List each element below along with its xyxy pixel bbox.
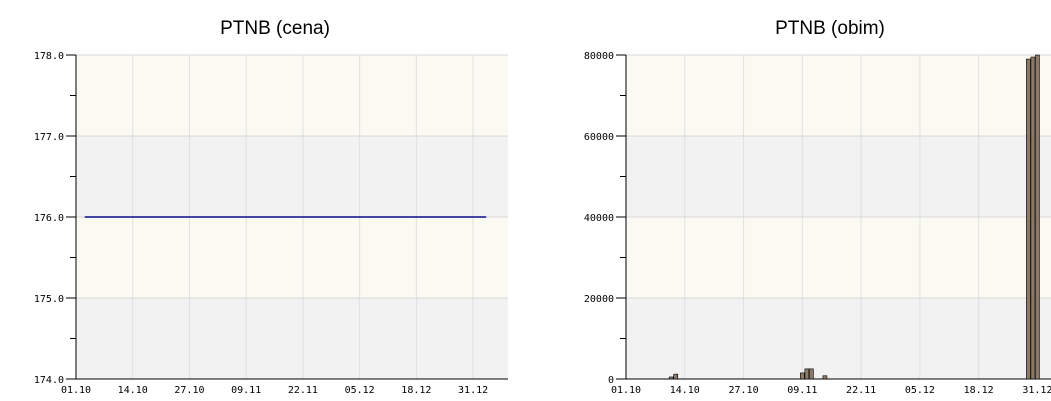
y-tick-label: 176.0 xyxy=(34,213,64,224)
volume-bar xyxy=(809,368,814,380)
volume-chart: PTNB (obim) 80000 60000 40000 20000 0 01.10 1… xyxy=(584,18,1051,396)
x-tick-label: 14.10 xyxy=(670,385,700,396)
y-tick-label: 177.0 xyxy=(34,132,64,143)
background-band xyxy=(76,55,508,136)
x-tick-label: 01.10 xyxy=(61,385,91,396)
x-tick-label: 09.11 xyxy=(231,385,261,396)
volume-bar xyxy=(804,368,810,380)
x-tick-label: 09.11 xyxy=(787,385,817,396)
volume-bar xyxy=(800,372,805,380)
price-chart: PTNB (cena) 178.0 177.0 176.0 175.0 174.0 01… xyxy=(34,18,508,396)
price-chart-x-ticks: 01.10 14.10 27.10 09.11 22.11 05.12 18.12 31.12 xyxy=(61,385,488,396)
x-tick-label: 31.12 xyxy=(458,385,488,396)
volume-chart-x-ticks: 01.10 14.10 27.10 09.11 22.11 05.12 18.12 31.12 xyxy=(611,385,1051,396)
x-tick-label: 27.10 xyxy=(174,385,204,396)
background-band xyxy=(76,298,508,379)
x-tick-label: 18.12 xyxy=(964,385,994,396)
x-tick-label: 22.11 xyxy=(288,385,318,396)
x-tick-label: 14.10 xyxy=(118,385,148,396)
volume-chart-title: PTNB (obim) xyxy=(775,18,885,39)
price-chart-y-ticks: 178.0 177.0 176.0 175.0 174.0 xyxy=(34,51,64,386)
price-chart-axes xyxy=(66,54,508,380)
background-band xyxy=(76,136,508,217)
x-tick-label: 01.10 xyxy=(611,385,641,396)
y-tick-label: 80000 xyxy=(584,51,614,62)
price-chart-background xyxy=(76,55,508,379)
y-tick-label: 60000 xyxy=(584,132,614,143)
x-tick-label: 22.11 xyxy=(846,385,876,396)
volume-chart-bars xyxy=(668,54,1040,380)
background-band xyxy=(626,298,1051,379)
volume-bar xyxy=(822,375,828,380)
y-tick-label: 175.0 xyxy=(34,294,64,305)
volume-chart-background xyxy=(626,55,1051,379)
background-band xyxy=(626,217,1051,298)
volume-bar xyxy=(1026,58,1031,380)
volume-bar xyxy=(1030,56,1036,380)
price-chart-title: PTNB (cena) xyxy=(220,18,330,39)
volume-bar xyxy=(673,373,679,380)
y-tick-label: 0 xyxy=(608,375,614,386)
volume-bar xyxy=(668,376,674,380)
y-tick-label: 174.0 xyxy=(34,375,64,386)
x-tick-label: 18.12 xyxy=(401,385,431,396)
x-tick-label: 31.12 xyxy=(1022,385,1051,396)
volume-chart-y-ticks: 80000 60000 40000 20000 0 xyxy=(584,51,614,386)
volume-chart-axes xyxy=(616,54,1051,380)
volume-bar xyxy=(1035,54,1040,380)
background-band xyxy=(76,217,508,298)
y-tick-label: 40000 xyxy=(584,213,614,224)
y-tick-label: 178.0 xyxy=(34,51,64,62)
x-tick-label: 05.12 xyxy=(905,385,935,396)
background-band xyxy=(626,136,1051,217)
y-tick-label: 20000 xyxy=(584,294,614,305)
x-tick-label: 27.10 xyxy=(728,385,758,396)
x-tick-label: 05.12 xyxy=(345,385,375,396)
background-band xyxy=(626,55,1051,136)
